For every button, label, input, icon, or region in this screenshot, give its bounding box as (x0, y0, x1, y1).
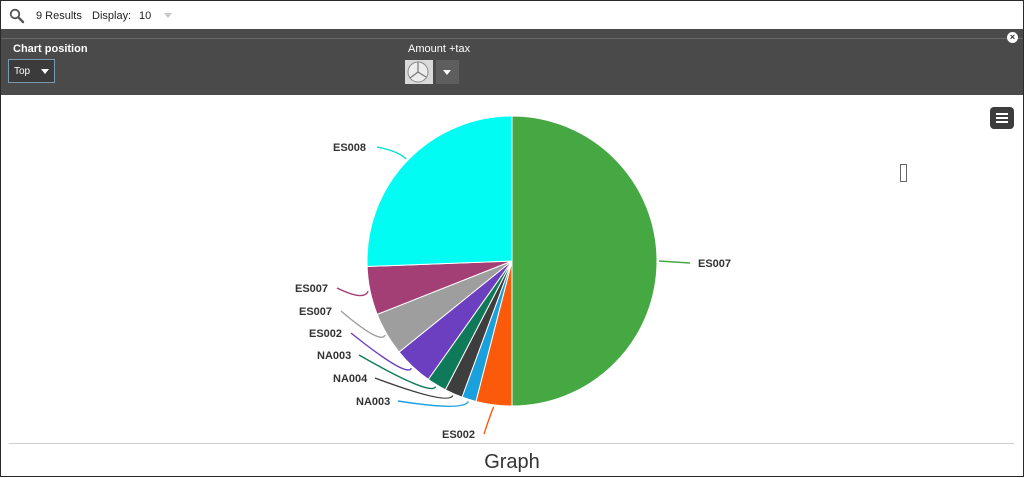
results-bar: 9 Results Display: 10 (1, 1, 1023, 29)
slice-connector (397, 400, 469, 407)
slice-connector (350, 332, 413, 371)
pie-chart: ES007 ES002 NA003 NA004 NA003 ES002 ES007 ES007… (295, 115, 731, 440)
pie-chart-swatch[interactable] (405, 60, 433, 84)
pie-slice[interactable] (511, 115, 658, 407)
results-count: 9 Results (36, 10, 82, 22)
slice-connector (336, 287, 369, 297)
slice-label: ES008 (333, 142, 366, 154)
chart-area: ES007 ES002 NA003 NA004 NA003 ES002 ES007 ES007… (1, 95, 1023, 478)
slice-connector (376, 146, 407, 160)
graph-title: Graph (484, 451, 540, 473)
display-select-value[interactable]: 10 (139, 10, 152, 22)
graph-divider (9, 443, 1014, 444)
slice-label: ES007 (299, 306, 332, 318)
chevron-down-icon[interactable] (164, 13, 172, 18)
chevron-down-icon (443, 70, 451, 75)
slice-label: NA003 (317, 350, 351, 362)
close-icon[interactable]: × (1007, 32, 1018, 43)
display-label: Display: (92, 10, 132, 22)
slice-connector (374, 377, 454, 399)
text-cursor-icon (900, 164, 907, 182)
slice-label: ES007 (295, 283, 328, 295)
toolbar-divider (1, 38, 1023, 39)
slice-label: NA004 (333, 373, 368, 385)
slice-label: NA003 (356, 396, 390, 408)
slice-label: ES002 (442, 429, 475, 440)
pie-slice[interactable] (366, 115, 513, 267)
chart-position-label: Chart position (13, 43, 88, 55)
chart-type-select[interactable] (405, 60, 459, 84)
chart-toolbar: × Chart position Top Amount +tax (1, 29, 1023, 95)
slice-connector (340, 310, 386, 338)
slice-label: ES007 (698, 258, 731, 270)
chart-position-select[interactable]: Top (8, 59, 55, 83)
chart-menu-button[interactable] (990, 107, 1014, 129)
chart-position-value: Top (14, 66, 31, 77)
slice-connector (483, 406, 495, 435)
measure-label: Amount +tax (408, 43, 471, 55)
chevron-down-icon (41, 69, 49, 74)
chart-type-dropdown[interactable] (436, 60, 459, 84)
slice-connector (358, 354, 437, 390)
pie-chart-icon (407, 61, 429, 83)
slice-connector (658, 260, 691, 264)
slice-label: ES002 (309, 328, 342, 340)
search-icon[interactable] (9, 8, 25, 24)
